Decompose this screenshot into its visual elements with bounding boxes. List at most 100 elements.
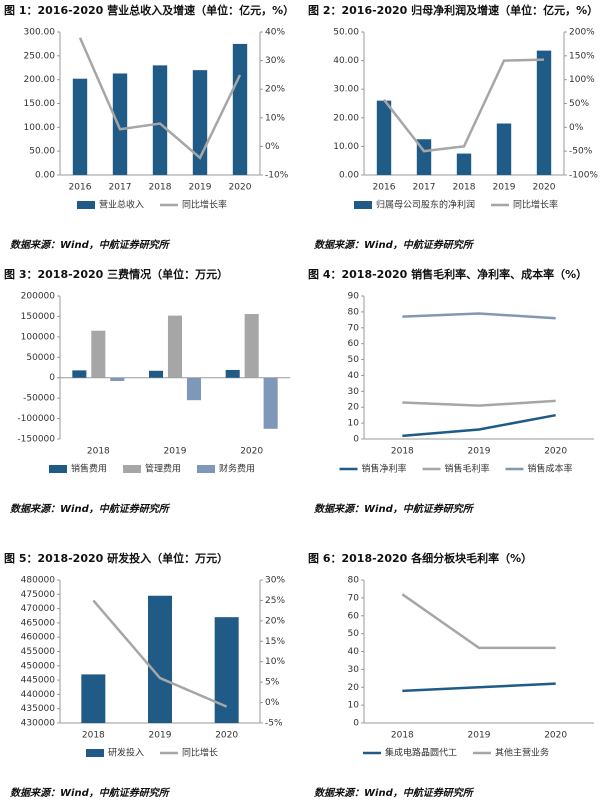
y-tick-label: 200.00: [24, 75, 56, 85]
y-tick-label: 300.00: [24, 28, 56, 38]
y-tick-label: 460000: [21, 633, 56, 643]
y-tick-label: 455000: [21, 647, 56, 657]
y-tick-label: 0.00: [35, 171, 55, 181]
x-tick-label: 2019: [493, 183, 516, 193]
series-line: [383, 58, 545, 153]
legend-label: 同比增长率: [182, 199, 227, 211]
figure-source: 数据来源：Wind，中航证券研究所: [314, 503, 475, 515]
x-tick-label: 2016: [69, 183, 92, 193]
y2-tick-label: -10%: [265, 171, 289, 181]
bar: [536, 50, 552, 176]
legend-label: 研发投入: [108, 747, 144, 759]
figure-source: 数据来源：Wind，中航证券研究所: [10, 239, 171, 251]
series-line: [401, 593, 556, 650]
x-tick-label: 2019: [468, 731, 491, 741]
bar: [148, 370, 164, 378]
y-tick-label: 0: [353, 435, 359, 445]
x-tick-label: 2018: [391, 447, 414, 457]
bar: [225, 369, 240, 378]
y-tick-label: 50000: [26, 353, 55, 363]
y-tick-label: -50000: [23, 394, 55, 404]
legend-label: 销售成本率: [528, 463, 573, 475]
legend-swatch: [354, 201, 372, 209]
y2-tick-label: 30%: [265, 56, 285, 66]
y-tick-label: 60: [348, 611, 360, 621]
legend-label: 同比增长率: [513, 199, 558, 211]
y2-tick-label: 150%: [569, 51, 595, 61]
y-tick-label: 50.00: [333, 28, 359, 38]
x-tick-label: 2018: [87, 447, 110, 457]
legend-label: 集成电路晶圆代工: [385, 747, 457, 759]
x-tick-label: 2020: [240, 447, 263, 457]
x-tick-label: 2018: [391, 731, 414, 741]
y-tick-label: 0: [353, 719, 359, 729]
bar: [263, 377, 278, 429]
y-tick-label: -100000: [17, 414, 55, 424]
x-tick-label: 2019: [149, 731, 172, 741]
x-tick-label: 2018: [453, 183, 476, 193]
x-tick-label: 2020: [544, 447, 567, 457]
figure-title: 图 5：2018-2020 研发投入（单位：万元）: [4, 551, 228, 565]
series-line: [402, 312, 556, 320]
legend-swatch: [77, 201, 95, 209]
x-tick-label: 2020: [533, 183, 556, 193]
y-tick-label: 475000: [21, 590, 56, 600]
y-tick-label: 30: [348, 387, 360, 397]
y2-tick-label: 0%: [265, 142, 280, 152]
y-tick-label: 200000: [21, 292, 56, 302]
legend-swatch: [123, 465, 141, 473]
legend-label: 销售毛利率: [445, 463, 490, 475]
legend-label: 财务费用: [219, 463, 255, 475]
bar: [72, 78, 88, 175]
series-line: [92, 599, 228, 708]
x-tick-label: 2020: [215, 731, 238, 741]
y2-tick-label: 10%: [265, 113, 285, 123]
bar: [148, 595, 172, 723]
y2-tick-label: 50%: [569, 99, 589, 109]
figure-title: 图 2：2016-2020 归母净利润及增速（单位：亿元，%）: [308, 3, 598, 17]
y-tick-label: 40: [348, 647, 360, 657]
bar: [91, 330, 106, 378]
series-line: [402, 682, 556, 693]
y2-tick-label: 15%: [265, 637, 285, 647]
y-tick-label: 20: [348, 403, 360, 413]
legend-label: 归属母公司股东的净利润: [376, 199, 475, 211]
bar: [244, 313, 259, 378]
y-tick-label: 90: [348, 292, 360, 302]
y2-tick-label: -100%: [569, 171, 598, 181]
x-tick-label: 2019: [189, 183, 212, 193]
y-tick-label: 150000: [21, 312, 56, 322]
y-tick-label: 10: [348, 701, 360, 711]
series-line: [402, 399, 556, 407]
y-tick-label: 435000: [21, 704, 56, 714]
y-tick-label: 20.00: [333, 113, 359, 123]
legend-label: 销售费用: [71, 463, 107, 475]
bar: [110, 377, 125, 381]
bar: [186, 377, 202, 401]
bar: [72, 370, 87, 378]
legend-label: 营业总收入: [99, 199, 144, 211]
y-tick-label: 465000: [21, 618, 56, 628]
series-line: [78, 37, 242, 160]
legend-swatch: [197, 465, 215, 473]
y-tick-label: 480000: [21, 576, 56, 586]
legend-label: 其他主营业务: [495, 747, 549, 759]
y-tick-label: 80: [348, 307, 360, 317]
y-tick-label: 10: [348, 419, 360, 429]
series-line: [402, 413, 556, 438]
y-tick-label: 20: [348, 683, 360, 693]
y-tick-label: 100000: [21, 332, 56, 342]
y-tick-label: 70: [348, 323, 360, 333]
y-tick-label: 0: [49, 373, 55, 383]
y2-tick-label: -5%: [265, 719, 283, 729]
x-tick-label: 2020: [229, 183, 252, 193]
y-tick-label: 10.00: [333, 142, 359, 152]
y2-tick-label: 0%: [265, 698, 280, 708]
x-tick-label: 2018: [82, 731, 105, 741]
y-tick-label: 250.00: [24, 51, 56, 61]
y2-tick-label: 10%: [265, 657, 285, 667]
legend-label: 同比增长: [182, 747, 218, 759]
x-tick-label: 2018: [149, 183, 172, 193]
y-tick-label: 430000: [21, 719, 56, 729]
y2-tick-label: 100%: [569, 75, 595, 85]
